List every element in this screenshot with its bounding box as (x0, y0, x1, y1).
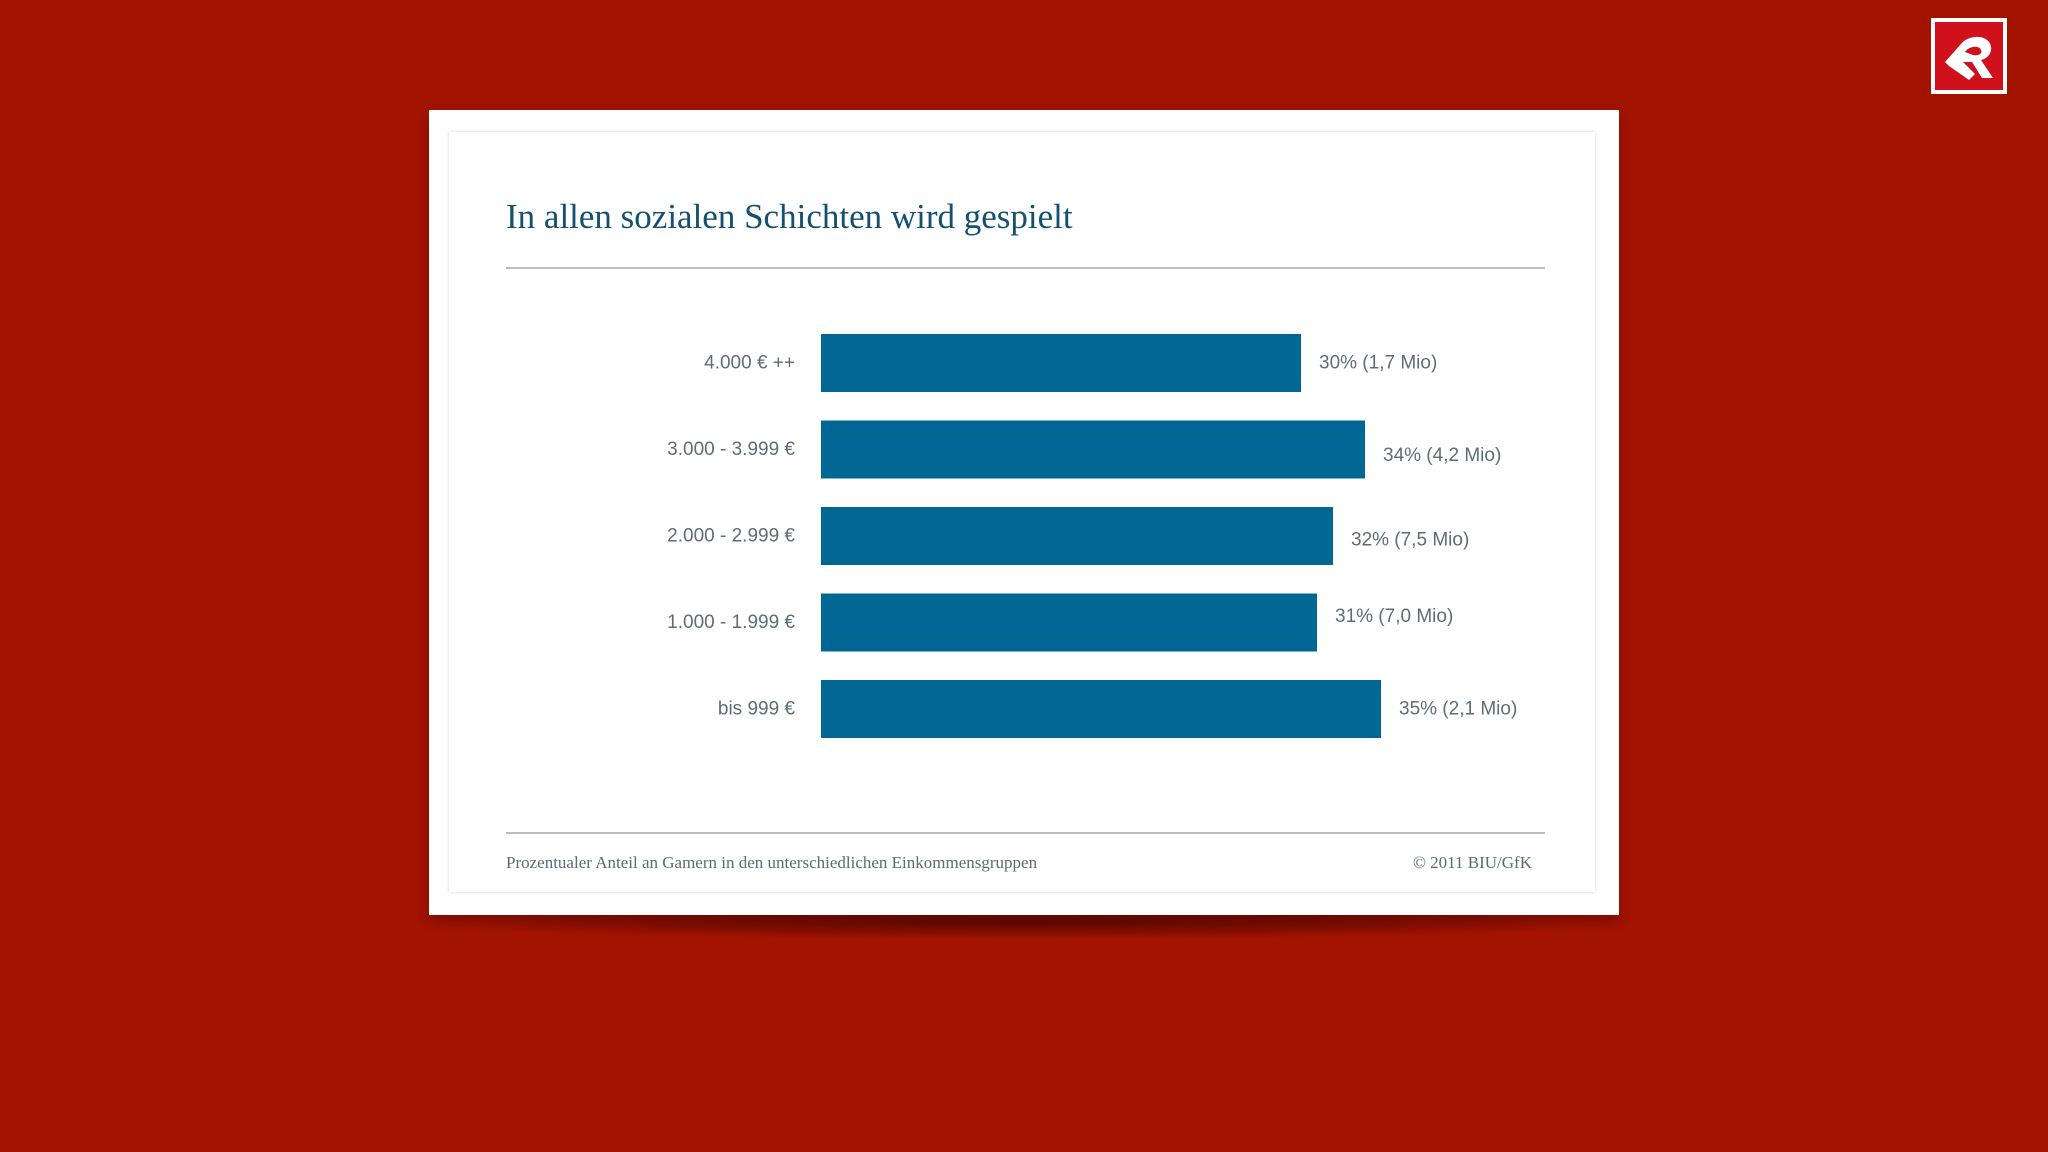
category-label: 2.000 - 2.999 € (667, 526, 795, 547)
brand-logo (1931, 18, 2007, 94)
category-label: bis 999 € (718, 699, 796, 720)
value-label: 35% (2,1 Mio) (1399, 699, 1517, 720)
bar (821, 334, 1301, 392)
r-brand-logo-icon (1945, 36, 1993, 80)
value-label: 30% (1,7 Mio) (1319, 353, 1437, 374)
chart-title: In allen sozialen Schichten wird gespiel… (506, 197, 1073, 236)
bar (821, 420, 1365, 479)
title-divider (506, 267, 1545, 269)
category-label: 3.000 - 3.999 € (667, 439, 795, 460)
bar (821, 507, 1333, 565)
value-label: 34% (4,2 Mio) (1383, 445, 1501, 466)
value-label: 31% (7,0 Mio) (1335, 606, 1453, 627)
category-label: 4.000 € ++ (704, 353, 795, 374)
value-label: 32% (7,5 Mio) (1351, 530, 1469, 551)
category-label: 1.000 - 1.999 € (667, 612, 795, 633)
bar (821, 680, 1381, 738)
footer-divider (506, 832, 1545, 834)
chart-source: © 2011 BIU/GfK (1413, 853, 1532, 872)
chart-caption: Prozentualer Anteil an Gamern in den unt… (506, 853, 1038, 872)
bar (821, 593, 1317, 652)
